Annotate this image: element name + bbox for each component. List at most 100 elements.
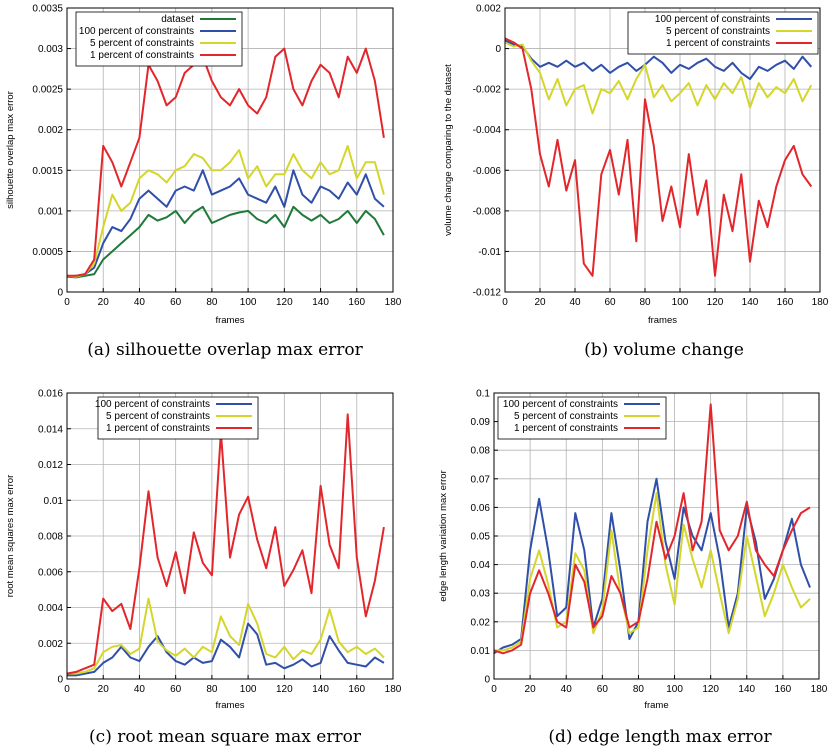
legend-label: 5 percent of constraints [106,411,210,422]
y-tick-label: -0.012 [473,288,502,299]
x-tick-label: 180 [811,684,828,695]
x-tick-label: 140 [742,297,759,308]
x-tick-label: 0 [491,684,497,695]
y-tick-label: 0.01 [44,496,64,507]
legend-label: 1 percent of constraints [106,423,210,434]
legend-label: 5 percent of constraints [514,411,618,422]
x-tick-label: 120 [702,684,719,695]
x-axis-label: frames [215,315,244,326]
y-tick-label: 0.06 [471,503,491,514]
legend-label: 1 percent of constraints [666,38,770,49]
y-tick-label: 0.004 [38,603,63,614]
x-tick-label: 0 [64,684,70,695]
y-tick-label: -0.002 [473,85,502,96]
panel-edge-length: 0 20 40 60 80 100 120 140 160 180 0 0.01 0.02 0.03 0.0… [438,389,828,748]
y-tick-label: 0.1 [476,389,490,400]
y-tick-label: 0.0035 [32,4,63,15]
x-tick-label: 60 [170,297,182,308]
x-tick-label: 100 [240,297,257,308]
y-axis-label: root mean squares max error [5,475,16,598]
x-tick-label: 20 [98,684,110,695]
y-tick-label: 0 [484,675,490,686]
y-tick-label: -0.006 [473,166,502,177]
x-tick-label: 180 [812,297,829,308]
y-axis-label: volume change comparing to the dataset [443,64,454,236]
series-line [67,597,385,675]
x-tick-label: 60 [170,684,182,695]
y-tick-label: 0.02 [471,617,491,628]
y-tick-label: 0.002 [476,4,501,15]
plot-frame [66,392,394,680]
series-line [66,169,385,278]
y-tick-label: 0.002 [38,125,63,136]
x-tick-label: 80 [206,684,218,695]
y-tick-label: 0.014 [38,424,63,435]
panel-caption: (a) silhouette overlap max error [87,340,363,360]
legend-label: 100 percent of constraints [655,14,770,25]
y-tick-label: 0.002 [38,639,63,650]
x-tick-label: 80 [639,297,651,308]
y-tick-label: 0.008 [38,532,63,543]
series-line [66,413,385,675]
legend-label: 5 percent of constraints [666,26,770,37]
x-axis-label: frames [215,700,244,711]
y-tick-label: 0.07 [471,474,491,485]
x-tick-label: 100 [240,684,257,695]
y-tick-label: 0.08 [471,446,491,457]
y-tick-label: 0 [57,675,63,686]
y-tick-label: -0.004 [473,125,502,136]
x-tick-label: 140 [312,297,329,308]
panel-root-mean-square: 0 20 40 60 80 100 120 140 160 180 0 0.002 0.004 0.006… [5,389,402,748]
x-tick-label: 180 [385,684,402,695]
x-tick-label: 160 [348,684,365,695]
x-tick-label: 120 [707,297,724,308]
x-tick-label: 140 [738,684,755,695]
x-tick-label: 0 [502,297,508,308]
legend-label: 1 percent of constraints [90,50,194,61]
x-tick-label: 60 [597,684,609,695]
y-tick-label: 0 [495,44,501,55]
x-tick-label: 40 [561,684,573,695]
panel-caption: (d) edge length max error [548,727,772,747]
y-tick-label: 0.012 [38,460,63,471]
x-tick-label: 80 [206,297,218,308]
series-line [493,403,811,655]
x-tick-label: 40 [569,297,581,308]
panel-volume-change: 0 20 40 60 80 100 120 140 160 180 -0.012 -0.01 -0.00… [443,4,829,361]
y-tick-label: 0.0015 [32,166,63,177]
x-tick-label: 80 [633,684,645,695]
x-tick-label: 140 [312,684,329,695]
y-tick-label: 0.04 [471,560,491,571]
series-line [494,492,811,652]
x-axis-label: frames [648,315,677,326]
x-tick-label: 20 [534,297,546,308]
x-tick-label: 160 [348,297,365,308]
legend-label: 1 percent of constraints [514,423,618,434]
x-tick-label: 40 [134,684,146,695]
legend-label: dataset [161,14,194,25]
y-tick-label: 0 [57,288,63,299]
x-tick-label: 180 [385,297,402,308]
plot-frame [66,7,394,293]
x-tick-label: 40 [134,297,146,308]
panel-caption: (b) volume change [584,340,744,360]
x-tick-label: 160 [775,684,792,695]
y-tick-label: 0.05 [471,532,491,543]
x-tick-label: 20 [98,297,110,308]
y-tick-label: 0.001 [38,206,63,217]
series-line [504,37,813,277]
legend-label: 100 percent of constraints [503,399,618,410]
y-tick-label: -0.008 [473,206,502,217]
panel-silhouette-overlap: 0 20 40 60 80 100 120 140 160 180 0 0.0005 0.001 0.00… [5,4,402,361]
y-tick-label: 0.016 [38,389,63,400]
legend-label: 5 percent of constraints [90,38,194,49]
panel-caption: (c) root mean square max error [89,727,362,747]
x-tick-label: 0 [64,297,70,308]
y-tick-label: 0.09 [471,417,491,428]
series-line [504,39,813,80]
y-tick-label: -0.01 [478,247,501,258]
y-axis-label: silhouette overlap max error [5,91,16,209]
y-tick-label: 0.0005 [32,247,63,258]
y-tick-label: 0.006 [38,567,63,578]
